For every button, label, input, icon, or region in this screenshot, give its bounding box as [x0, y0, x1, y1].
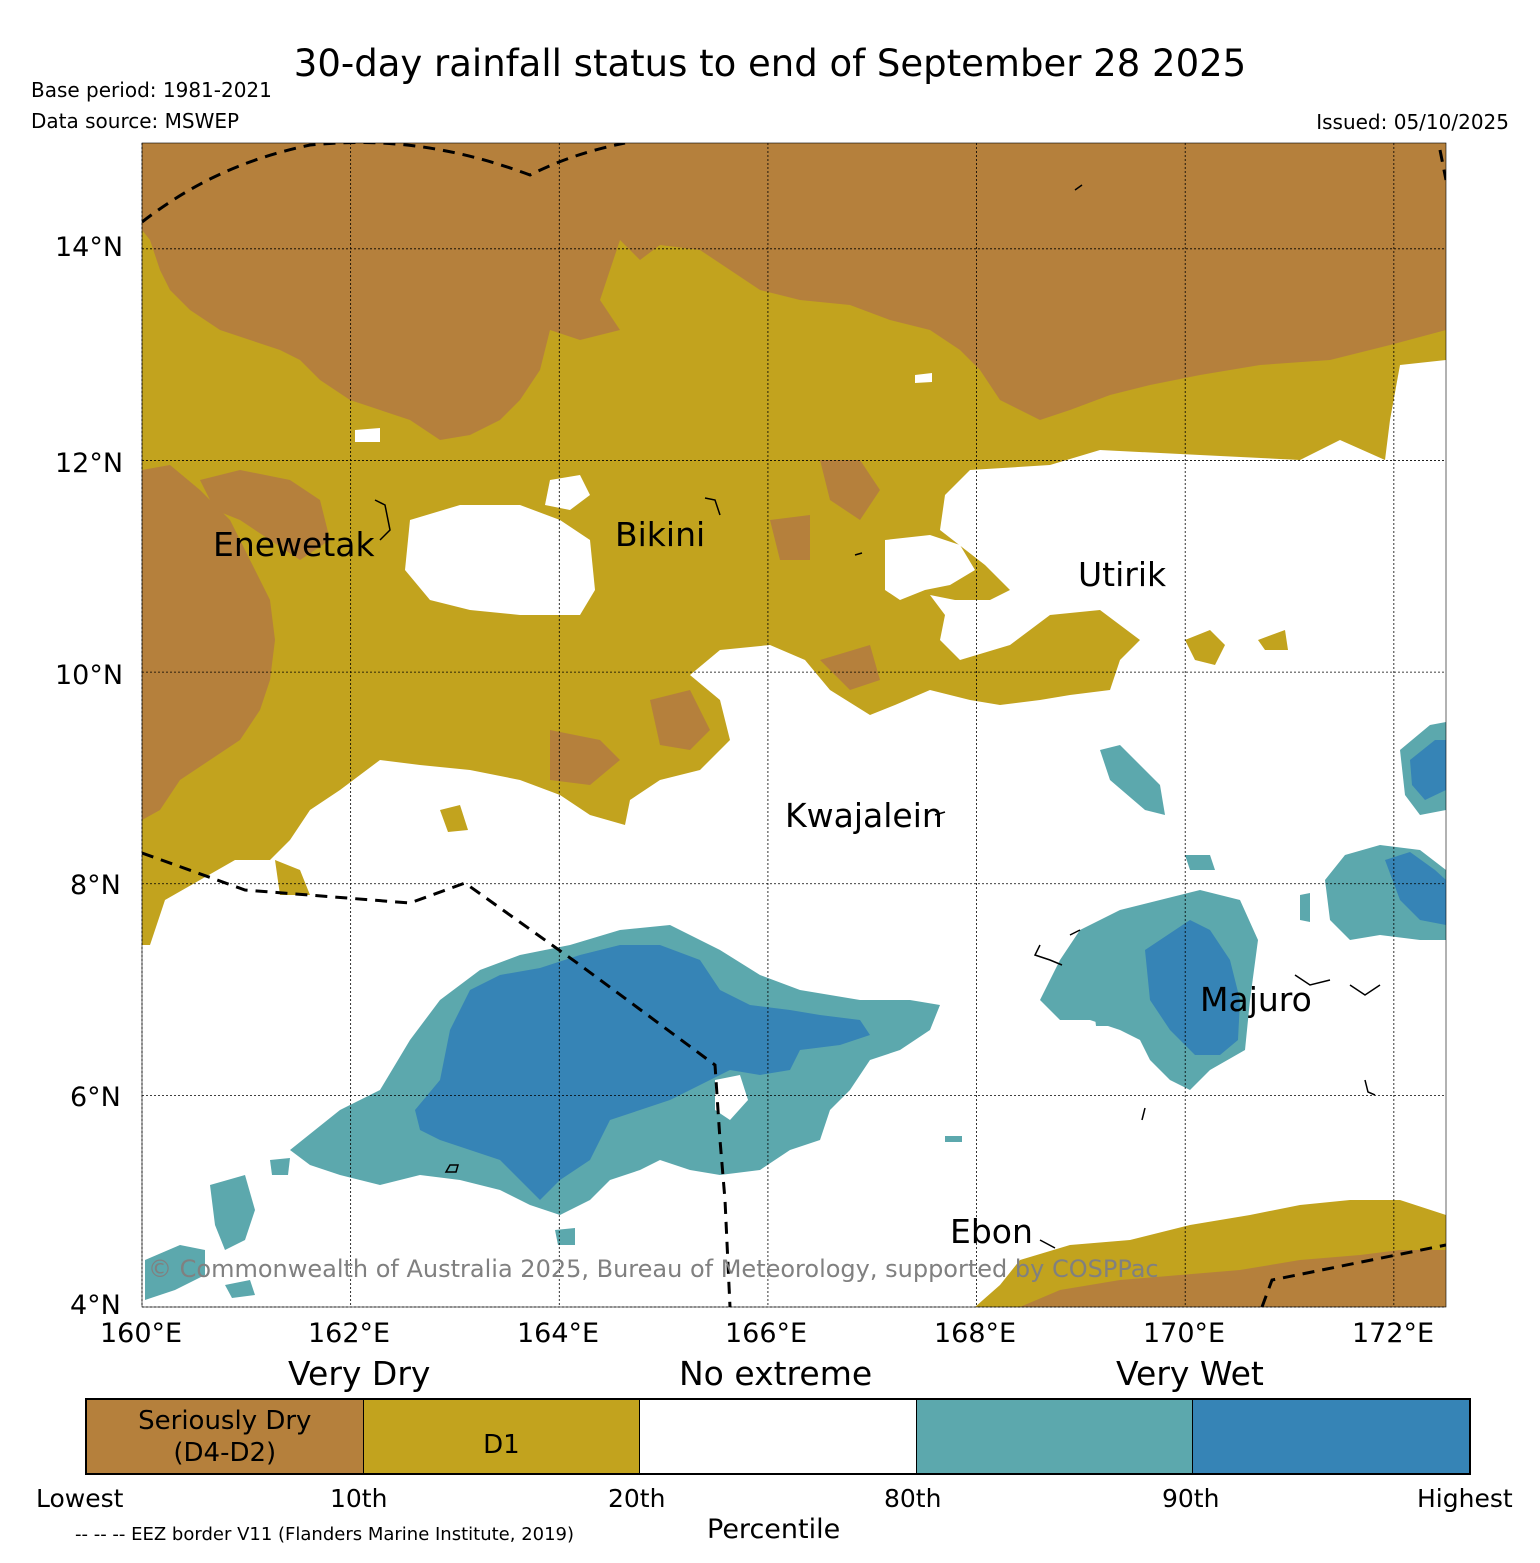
colorbar-cell-d1: D1: [363, 1400, 641, 1473]
atoll-small: [1141, 1107, 1146, 1121]
atoll-ebon: [1039, 1239, 1056, 1249]
place-enewetak: Enewetak: [213, 525, 375, 564]
very-wet-northeast: [1410, 740, 1446, 800]
colorbar-header-very-dry: Very Dry: [288, 1354, 431, 1393]
map-frame: [141, 142, 1447, 1308]
lat-tick-8n: 8°N: [70, 870, 121, 901]
lon-tick-172e: 172°E: [1352, 1318, 1435, 1349]
colorbar-header-very-wet: Very Wet: [1116, 1354, 1264, 1393]
place-majuro: Majuro: [1200, 980, 1312, 1019]
eez-border-northeast: [1438, 149, 1446, 181]
lon-tick-162e: 162°E: [308, 1318, 391, 1349]
colorbar-label: D1: [483, 1430, 520, 1460]
map-fields: [142, 143, 1446, 1307]
wet-patch: [555, 1228, 575, 1245]
colorbar-tick-20th: 20th: [608, 1484, 666, 1513]
place-bikini: Bikini: [615, 515, 706, 554]
issued-date: Issued: 05/10/2025: [1316, 110, 1509, 134]
seriously-dry-patch: [200, 470, 330, 560]
colorbar-xlabel: Percentile: [707, 1514, 841, 1545]
very-wet-south-central: [415, 945, 870, 1200]
colorbar-cell-wet: [916, 1400, 1194, 1473]
d1-patch: [275, 860, 310, 895]
seriously-dry-south: [1020, 1250, 1446, 1307]
base-period: Base period: 1981-2021: [31, 78, 272, 102]
lon-tick-164e: 164°E: [517, 1318, 600, 1349]
d1-patch: [1258, 630, 1288, 650]
atoll-small: [1033, 929, 1081, 966]
lon-tick-160e: 160°E: [100, 1318, 183, 1349]
lat-tick-14n: 14°N: [55, 232, 124, 263]
no-extreme-hole: [355, 428, 380, 442]
colorbar-cell-no-extreme: [640, 1400, 917, 1473]
wet-patch: [945, 1136, 962, 1142]
lon-tick-168e: 168°E: [934, 1318, 1017, 1349]
no-extreme-hole: [885, 535, 975, 600]
colorbar-label: Seriously Dry: [138, 1405, 312, 1436]
atoll-outlines: [374, 184, 1381, 1249]
place-utirik: Utirik: [1078, 555, 1167, 594]
atoll-enewetak: [374, 499, 391, 541]
atoll-majuro: [1294, 974, 1381, 996]
seriously-dry-patch: [820, 645, 880, 690]
wet-patch: [1185, 855, 1215, 870]
atoll-small: [854, 552, 863, 556]
colorbar-header-no-extreme: No extreme: [679, 1354, 873, 1393]
eez-border-south: [142, 851, 732, 1307]
d1-patch: [440, 805, 468, 832]
wet-patch: [270, 1158, 290, 1175]
seriously-dry-patch: [650, 690, 710, 750]
colorbar: Seriously Dry (D4-D2) D1: [85, 1398, 1471, 1475]
very-wet-east: [1385, 852, 1446, 925]
colorbar-tick-90th: 90th: [1162, 1484, 1220, 1513]
no-extreme-hole: [545, 475, 590, 510]
colorbar-tick-highest: Highest: [1417, 1484, 1513, 1513]
colorbar-tick-lowest: Lowest: [36, 1484, 124, 1513]
seriously-dry-patch: [770, 515, 810, 560]
lat-tick-12n: 12°N: [55, 448, 124, 479]
lon-tick-170e: 170°E: [1143, 1318, 1226, 1349]
colorbar-tick-10th: 10th: [330, 1484, 388, 1513]
data-source: Data source: MSWEP: [31, 109, 240, 133]
place-ebon: Ebon: [950, 1212, 1033, 1251]
lat-tick-4n: 4°N: [70, 1290, 121, 1321]
atoll-small: [1364, 1079, 1376, 1096]
atoll-small: [444, 1164, 459, 1173]
wet-patch: [1100, 745, 1165, 815]
colorbar-label: (D4-D2): [173, 1437, 277, 1468]
atoll-kwajalein: [934, 811, 946, 816]
map-title: 30-day rainfall status to end of Septemb…: [293, 42, 1247, 85]
seriously-dry-patch: [550, 730, 620, 785]
lon-tick-166e: 166°E: [725, 1318, 808, 1349]
no-extreme-hole: [915, 373, 932, 383]
place-kwajalein: Kwajalein: [785, 796, 943, 835]
lat-tick-10n: 10°N: [55, 660, 124, 691]
atoll-small: [1074, 184, 1083, 191]
colorbar-cell-very-wet: [1193, 1400, 1469, 1473]
wet-patch: [210, 1175, 255, 1250]
atoll-bikini: [704, 497, 721, 516]
lat-tick-6n: 6°N: [70, 1082, 121, 1113]
seriously-dry-north: [142, 143, 1446, 440]
no-extreme-hole: [715, 1075, 748, 1120]
colorbar-cell-seriously-dry: Seriously Dry (D4-D2): [87, 1400, 364, 1473]
very-wet-majuro: [1145, 920, 1240, 1055]
wet-patch: [225, 1280, 255, 1298]
copyright-notice: © Commonwealth of Australia 2025, Bureau…: [148, 1255, 1159, 1283]
seriously-dry-west: [142, 465, 275, 820]
wet-patch: [145, 1245, 205, 1300]
eez-border-north: [142, 143, 626, 224]
wet-patch: [1300, 893, 1310, 922]
eez-border-southeast: [1260, 1243, 1446, 1307]
no-extreme-hole: [405, 505, 595, 615]
eez-legend: -- -- -- EEZ border V11 (Flanders Marine…: [75, 1524, 575, 1545]
wet-patch: [1095, 1016, 1112, 1026]
seriously-dry-patch: [820, 460, 880, 520]
colorbar-tick-80th: 80th: [884, 1484, 942, 1513]
eez-borders: [142, 143, 1446, 1307]
d1-patch: [1185, 630, 1225, 665]
